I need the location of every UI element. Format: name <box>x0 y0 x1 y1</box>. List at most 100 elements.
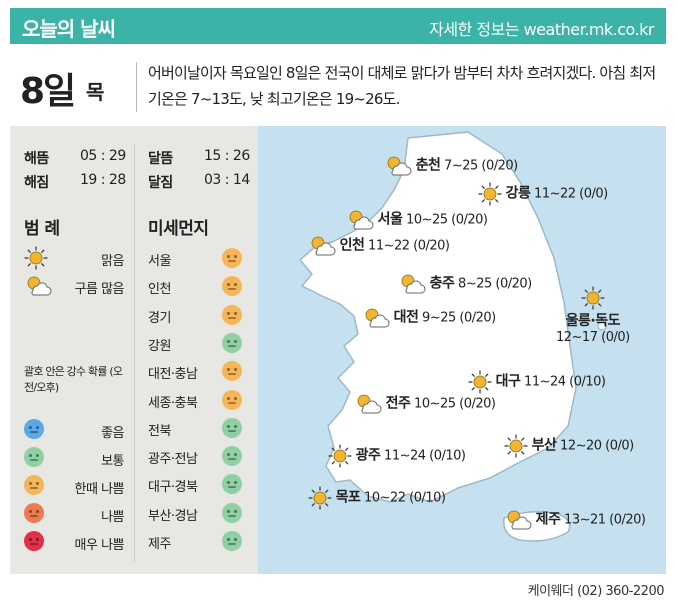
face-icon <box>222 389 242 410</box>
partly-cloudy-icon <box>24 274 52 298</box>
partly-cloudy-icon <box>362 306 390 330</box>
moonset-row: 달짐 03 : 14 <box>148 172 258 192</box>
city-temp: 13~21 <box>564 512 606 528</box>
city-name: 인천 <box>339 237 365 254</box>
city-forecast: 춘천 7~25 (0/20) <box>384 154 518 178</box>
partly-cloudy-icon <box>308 234 336 258</box>
city-temp: 9~25 <box>422 310 456 326</box>
city-forecast: 인천 11~22 (0/20) <box>308 234 450 258</box>
partly-cloudy-icon <box>384 154 412 178</box>
city-temp: 12~20 <box>560 438 602 454</box>
dust-region-row: 경기 <box>148 304 248 329</box>
dust-region-name: 인천 <box>148 282 171 298</box>
city-rain-prob: (0/20) <box>451 212 488 228</box>
footer-credit: 케이웨더 (02) 360-2200 <box>527 584 665 599</box>
sun-icon <box>308 486 332 510</box>
dust-region-name: 전북 <box>148 423 171 439</box>
city-temp: 11~24 <box>384 448 426 464</box>
dust-region-name: 서울 <box>148 254 171 269</box>
city-name: 목포 <box>335 489 361 506</box>
sunrise-label: 해뜸 <box>24 151 49 167</box>
face-icon <box>222 248 242 268</box>
city-forecast: 목포 10~22 (0/10) <box>308 486 446 510</box>
sun-icon <box>504 434 528 458</box>
city-temp: 11~22 <box>534 186 576 202</box>
city-rain-prob: (0/20) <box>459 310 496 326</box>
site-link[interactable]: 자세한 정보는 weather.mk.co.kr <box>429 20 654 39</box>
city-name: 광주 <box>355 447 381 464</box>
city-name: 서울 <box>377 211 403 228</box>
partly-cloudy-icon <box>346 208 374 232</box>
dust-legend-label: 한때 나쁨 <box>74 482 125 497</box>
dust-region-name: 부산·경남 <box>148 508 198 524</box>
face-icon <box>222 502 242 523</box>
sunrise-row: 해뜸 05 : 29 <box>24 148 134 168</box>
sunset-time: 19 : 28 <box>80 172 126 188</box>
dust-region-name: 대구·경북 <box>148 480 198 496</box>
dust-legend-sometimes-bad: 한때 나쁨 <box>24 475 125 500</box>
city-rain-prob: (0/20) <box>609 512 646 528</box>
dust-region-name: 강원 <box>148 338 171 354</box>
legend-item-label: 맑음 <box>101 254 124 269</box>
city-name: 충주 <box>429 275 455 292</box>
dust-region-name: 경기 <box>148 310 171 326</box>
face-icon <box>24 503 44 523</box>
ulleung-island <box>597 321 607 331</box>
city-temp: 8~25 <box>458 276 492 292</box>
header-bar: 오늘의 날씨 자세한 정보는 weather.mk.co.kr <box>10 8 666 44</box>
city-forecast: 광주 11~24 (0/10) <box>328 444 466 468</box>
partly-cloudy-icon <box>398 272 426 296</box>
city-temp: 11~22 <box>368 238 410 254</box>
city-name: 춘천 <box>415 157 441 174</box>
city-name: 부산 <box>531 437 557 454</box>
city-rain-prob: (0/20) <box>495 276 532 292</box>
city-forecast: 강릉 11~22 (0/0) <box>478 182 608 206</box>
dust-region-name: 광주·전남 <box>148 452 198 468</box>
sun-icon <box>468 370 492 394</box>
partly-cloudy-icon <box>504 508 532 532</box>
dust-legend-label: 좋음 <box>101 426 124 441</box>
city-temp: 10~25 <box>414 396 456 412</box>
column-divider <box>134 144 135 562</box>
city-forecast: 전주 10~25 (0/20) <box>354 392 496 416</box>
partly-cloudy-icon <box>354 392 382 416</box>
city-rain-prob: (0/10) <box>569 374 606 390</box>
dust-region-row: 인천 <box>148 276 248 300</box>
sun-icon <box>581 286 605 310</box>
city-name: 제주 <box>535 511 561 528</box>
dust-title: 미세먼지 <box>148 219 209 239</box>
dust-region-name: 제주 <box>148 537 171 552</box>
dust-region-row: 대전·충남 <box>148 361 248 385</box>
dust-region-row: 부산·경남 <box>148 502 248 527</box>
moonset-label: 달짐 <box>148 175 173 191</box>
moonrise-row: 달뜸 15 : 26 <box>148 148 258 168</box>
dust-legend-normal: 보통 <box>24 447 124 472</box>
dust-legend-label: 매우 나쁨 <box>74 538 125 553</box>
sunrise-time: 05 : 29 <box>80 148 126 164</box>
city-name: 강릉 <box>505 185 531 202</box>
face-icon <box>222 531 242 551</box>
city-temp: 12~17 <box>556 330 598 345</box>
dust-region-name: 세종·충북 <box>148 395 198 411</box>
dust-legend-good: 좋음 <box>24 419 124 444</box>
moonrise-time: 15 : 26 <box>204 148 250 164</box>
sun-icon <box>478 182 502 206</box>
face-icon <box>222 361 242 382</box>
city-forecast: 충주 8~25 (0/20) <box>398 272 532 296</box>
date-day: 8일 <box>20 71 76 112</box>
city-temp: 7~25 <box>444 158 478 174</box>
divider <box>136 62 137 112</box>
city-rain-prob: (0/0) <box>601 330 630 345</box>
face-icon <box>24 447 44 467</box>
city-rain-prob: (0/10) <box>409 490 446 506</box>
city-forecast: 대전 9~25 (0/20) <box>362 306 496 330</box>
city-rain-prob: (0/10) <box>429 448 466 464</box>
city-name: 대구 <box>495 373 521 390</box>
sun-icon <box>328 444 352 468</box>
sunset-label: 해짐 <box>24 175 49 191</box>
dust-legend-label: 나쁨 <box>101 510 124 525</box>
dust-region-row: 전북 <box>148 417 248 442</box>
sunset-row: 해짐 19 : 28 <box>24 172 134 192</box>
dust-legend-label: 보통 <box>101 454 124 469</box>
city-rain-prob: (0/0) <box>579 186 608 202</box>
